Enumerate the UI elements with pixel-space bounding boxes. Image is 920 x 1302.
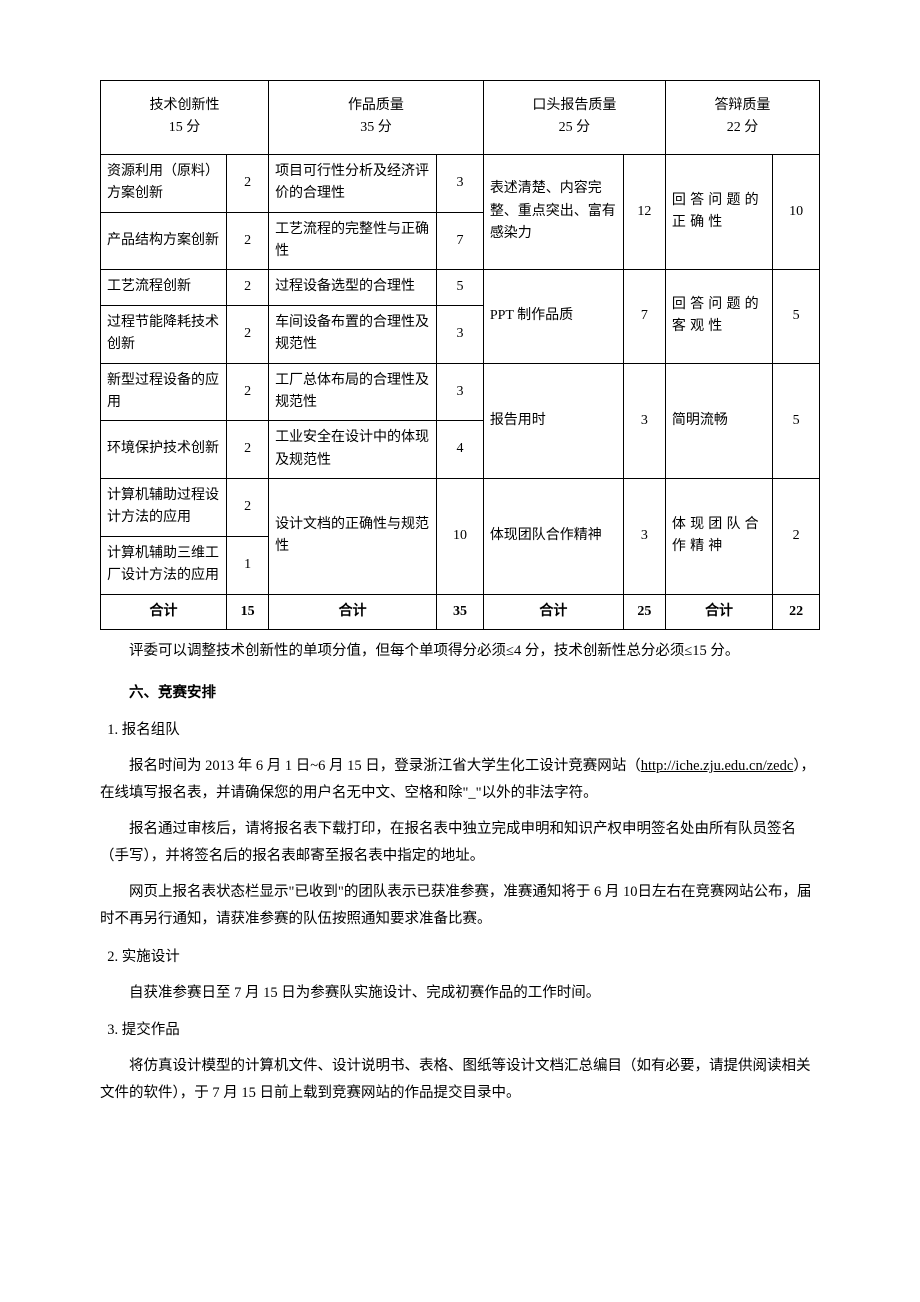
cell-label: 设计文档的正确性与规范性	[269, 479, 437, 595]
cell-score: 5	[773, 270, 820, 363]
cell-label: 计算机辅助三维工厂设计方法的应用	[101, 536, 227, 594]
footer-score: 15	[227, 594, 269, 629]
footer-label: 合计	[101, 594, 227, 629]
cell-score: 10	[773, 154, 820, 270]
header-defense-quality: 答辩质量22 分	[665, 81, 819, 155]
table-row: 工艺流程创新 2 过程设备选型的合理性 5 PPT 制作品质 7 回答问题的客观…	[101, 270, 820, 305]
table-footer-row: 合计 15 合计 35 合计 25 合计 22	[101, 594, 820, 629]
cell-label: 项目可行性分析及经济评价的合理性	[269, 154, 437, 212]
document-page: 技术创新性15 分 作品质量35 分 口头报告质量25 分 答辩质量22 分 资…	[0, 0, 920, 1196]
footer-label: 合计	[483, 594, 623, 629]
cell-score: 3	[623, 363, 665, 479]
cell-score: 2	[227, 270, 269, 305]
item-3-para-1: 将仿真设计模型的计算机文件、设计说明书、表格、图纸等设计文档汇总编目（如有必要，…	[100, 1053, 820, 1108]
cell-label: 回答问题的客观性	[665, 270, 772, 363]
cell-label: 工业安全在设计中的体现及规范性	[269, 421, 437, 479]
cell-score: 1	[227, 536, 269, 594]
footer-label: 合计	[269, 594, 437, 629]
header-oral-report: 口头报告质量25 分	[483, 81, 665, 155]
registration-url: http://iche.zju.edu.cn/zedc	[641, 758, 794, 774]
cell-score: 2	[227, 212, 269, 270]
cell-label: PPT 制作品质	[483, 270, 623, 363]
footer-label: 合计	[665, 594, 772, 629]
table-row: 计算机辅助过程设计方法的应用 2 设计文档的正确性与规范性 10 体现团队合作精…	[101, 479, 820, 537]
cell-score: 2	[227, 363, 269, 421]
header-tech-innovation: 技术创新性15 分	[101, 81, 269, 155]
note-paragraph: 评委可以调整技术创新性的单项分值，但每个单项得分必须≤4 分，技术创新性总分必须…	[100, 638, 820, 666]
cell-label: 报告用时	[483, 363, 623, 479]
cell-label: 产品结构方案创新	[101, 212, 227, 270]
item-1-para-2: 报名通过审核后，请将报名表下载打印，在报名表中独立完成申明和知识产权申明签名处由…	[100, 816, 820, 871]
footer-score: 25	[623, 594, 665, 629]
cell-label: 车间设备布置的合理性及规范性	[269, 305, 437, 363]
cell-score: 2	[227, 479, 269, 537]
cell-score: 10	[437, 479, 484, 595]
cell-label: 回答问题的正确性	[665, 154, 772, 270]
item-3-heading: 3. 提交作品	[100, 1017, 820, 1045]
cell-score: 2	[227, 421, 269, 479]
cell-score: 5	[773, 363, 820, 479]
cell-score: 12	[623, 154, 665, 270]
cell-label: 表述清楚、内容完整、重点突出、富有感染力	[483, 154, 623, 270]
cell-score: 3	[437, 363, 484, 421]
table-row: 新型过程设备的应用 2 工厂总体布局的合理性及规范性 3 报告用时 3 简明流畅…	[101, 363, 820, 421]
cell-score: 3	[437, 154, 484, 212]
section-6-title: 六、竞赛安排	[100, 680, 820, 708]
table-header-row: 技术创新性15 分 作品质量35 分 口头报告质量25 分 答辩质量22 分	[101, 81, 820, 155]
cell-score: 3	[437, 305, 484, 363]
cell-score: 2	[227, 154, 269, 212]
item-2-heading: 2. 实施设计	[100, 944, 820, 972]
cell-label: 体现团队合作精神	[665, 479, 772, 595]
cell-score: 2	[773, 479, 820, 595]
cell-score: 4	[437, 421, 484, 479]
item-1-para-1: 报名时间为 2013 年 6 月 1 日~6 月 15 日，登录浙江省大学生化工…	[100, 753, 820, 808]
item-2-para-1: 自获准参赛日至 7 月 15 日为参赛队实施设计、完成初赛作品的工作时间。	[100, 980, 820, 1008]
cell-label: 资源利用（原料）方案创新	[101, 154, 227, 212]
header-work-quality: 作品质量35 分	[269, 81, 484, 155]
table-row: 资源利用（原料）方案创新 2 项目可行性分析及经济评价的合理性 3 表述清楚、内…	[101, 154, 820, 212]
cell-label: 新型过程设备的应用	[101, 363, 227, 421]
cell-label: 体现团队合作精神	[483, 479, 623, 595]
footer-score: 35	[437, 594, 484, 629]
cell-label: 过程节能降耗技术创新	[101, 305, 227, 363]
cell-label: 工艺流程创新	[101, 270, 227, 305]
cell-label: 计算机辅助过程设计方法的应用	[101, 479, 227, 537]
footer-score: 22	[773, 594, 820, 629]
cell-label: 工厂总体布局的合理性及规范性	[269, 363, 437, 421]
cell-label: 过程设备选型的合理性	[269, 270, 437, 305]
cell-label: 环境保护技术创新	[101, 421, 227, 479]
text: 报名时间为 2013 年 6 月 1 日~6 月 15 日，登录浙江省大学生化工…	[129, 758, 641, 774]
cell-label: 工艺流程的完整性与正确性	[269, 212, 437, 270]
cell-score: 2	[227, 305, 269, 363]
item-1-heading: 1. 报名组队	[100, 717, 820, 745]
cell-label: 简明流畅	[665, 363, 772, 479]
cell-score: 7	[623, 270, 665, 363]
cell-score: 3	[623, 479, 665, 595]
item-1-para-3: 网页上报名表状态栏显示"已收到"的团队表示已获准参赛，准赛通知将于 6 月 10…	[100, 879, 820, 934]
cell-score: 5	[437, 270, 484, 305]
cell-score: 7	[437, 212, 484, 270]
scoring-table: 技术创新性15 分 作品质量35 分 口头报告质量25 分 答辩质量22 分 资…	[100, 80, 820, 630]
